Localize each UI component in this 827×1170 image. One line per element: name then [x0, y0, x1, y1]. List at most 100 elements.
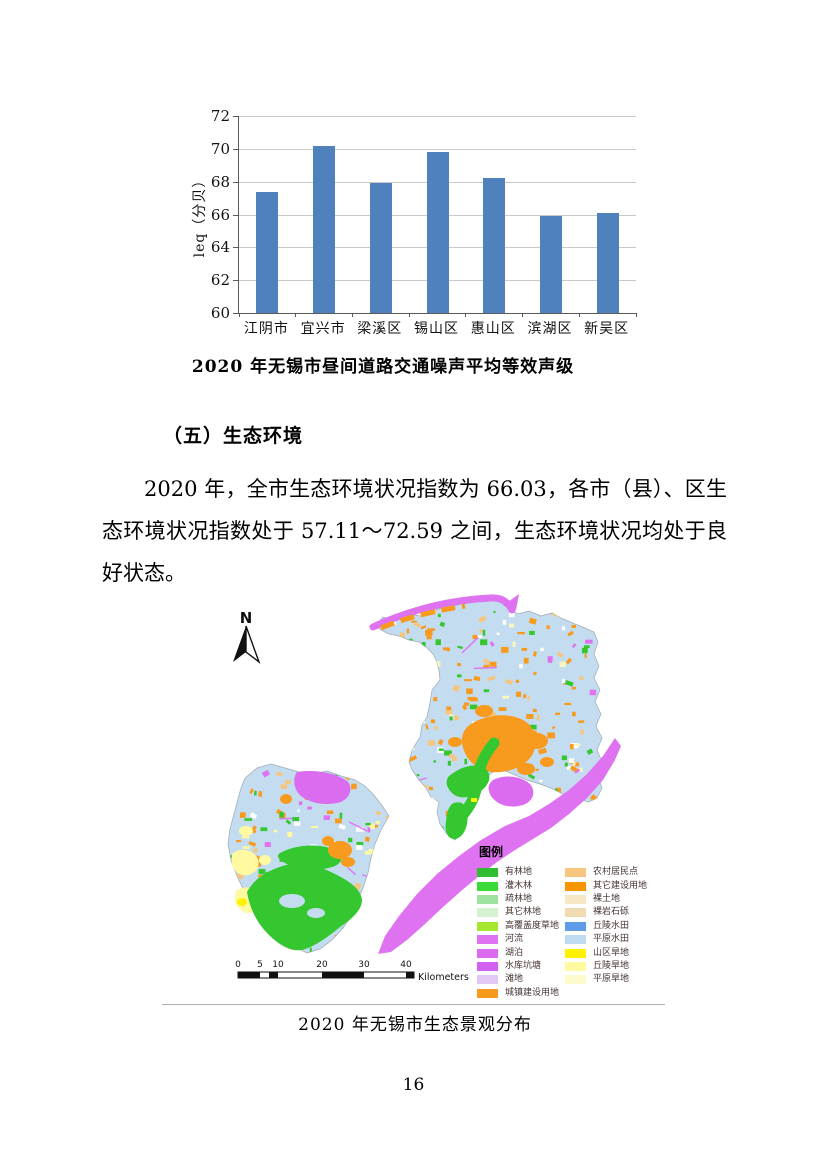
chart-bar: [483, 178, 506, 313]
legend-swatch: [477, 961, 498, 971]
map-urban-patch: [526, 733, 548, 749]
map-legend-column-left: 有林地 灌木林 疏林地 其它林地 高覆盖度草地 河流 湖泊 水库坑塘 滩地 城镇建设用地: [477, 866, 559, 1000]
chart-y-tickmark: [233, 280, 238, 282]
legend-label: 裸岩石砾: [593, 907, 630, 918]
chart-gridline: [239, 116, 636, 117]
scalebar-unit: Kilometers: [418, 972, 469, 983]
legend-swatch: [565, 935, 587, 945]
map-legend-title: 图例: [479, 845, 504, 859]
chart-y-tick-label: 68: [210, 172, 230, 191]
north-arrow-right-half: [245, 625, 261, 665]
north-arrow-label: N: [240, 609, 253, 627]
section-heading: （五）生态环境: [163, 425, 304, 447]
chart-x-tickmark: [408, 313, 410, 317]
map-urban-patch: [540, 757, 554, 767]
chart-x-category-label: 梁溪区: [357, 321, 403, 337]
legend-item: 平原旱地: [565, 973, 647, 986]
legend-swatch: [565, 894, 587, 904]
legend-item: 裸土地: [565, 893, 647, 906]
map-forest-band: [277, 845, 342, 870]
map-town-patch: [280, 794, 292, 804]
chart-y-tickmark: [233, 247, 238, 249]
map-yangtze-river-tip: [505, 594, 519, 610]
chart-x-category-label: 滨湖区: [527, 321, 573, 337]
legend-swatch: [565, 921, 587, 931]
legend-swatch: [477, 894, 498, 904]
map-yixing-urban: [328, 841, 352, 859]
map-taihu-lake: [378, 738, 621, 954]
map-legend-column-right: 农村居民点其它建设用地裸土地 裸岩石砾丘陵水田 平原水田山区旱地丘陵旱地平原旱地: [565, 866, 647, 1000]
chart-bar: [596, 212, 619, 313]
map-dryland-patch: [239, 826, 253, 836]
scalebar-tick: 40: [400, 960, 412, 970]
map-caption: 2020 年无锡市生态景观分布: [298, 1015, 532, 1035]
legend-item: 山区旱地: [565, 946, 647, 959]
legend-swatch: [477, 988, 498, 998]
chart-x-tickmark: [238, 313, 240, 317]
map-dryland-patch: [237, 898, 247, 906]
chart-y-tick-label: 60: [210, 304, 230, 322]
legend-swatch: [477, 908, 498, 918]
legend-swatch: [477, 975, 498, 985]
chart-gridline: [239, 148, 636, 150]
chart-x-tickmark: [635, 313, 637, 317]
noise-level-chart: 60 62 64 66 68 70 72 leq（分贝） 江阴市 宜兴市 梁溪区 锡山区 惠山区 滨湖…: [0, 0, 827, 400]
chart-y-tick-label: 72: [210, 107, 230, 125]
legend-item: 灌木林: [477, 879, 559, 892]
chart-x-category-label: 惠山区: [470, 321, 516, 337]
legend-item: 疏林地: [477, 893, 559, 906]
legend-label: 湖泊: [505, 947, 524, 958]
legend-item: 丘陵旱地: [565, 960, 647, 973]
map-lihu-lake: [488, 776, 534, 807]
legend-swatch: [565, 881, 587, 891]
legend-swatch: [565, 975, 587, 985]
legend-label: 农村居民点: [593, 867, 639, 878]
legend-label: 平原旱地: [593, 974, 630, 985]
chart-x-axis-labels: 江阴市 宜兴市 梁溪区 锡山区 惠山区 滨湖区 新吴区: [238, 318, 635, 338]
body-paragraph: 2020 年，全市生态环境状况指数为 66.03，各市（县）、区生态环境状况指数…: [102, 477, 727, 585]
legend-swatch: [477, 868, 498, 878]
legend-label: 山区旱地: [593, 947, 630, 958]
north-arrow: N: [233, 609, 261, 665]
legend-label: 水库坑塘: [505, 960, 542, 971]
chart-x-tickmark: [465, 313, 467, 317]
chart-y-tick-label: 62: [210, 271, 230, 290]
chart-y-tickmark: [233, 148, 238, 150]
map-forest-clearing: [279, 894, 305, 908]
legend-label: 丘陵旱地: [593, 960, 630, 971]
scalebar-tick: 30: [358, 960, 370, 970]
chart-y-axis-title: leq（分贝）: [192, 172, 208, 258]
legend-item: 河流: [477, 933, 559, 946]
legend-item: 丘陵水田: [565, 920, 647, 933]
map-urban-patch: [448, 737, 462, 747]
chart-plot-area: [233, 116, 637, 317]
chart-x-tickmark: [578, 313, 580, 317]
legend-label: 平原水田: [593, 934, 630, 945]
scalebar-tick: 20: [316, 960, 328, 970]
map-dryland-patch: [231, 849, 259, 876]
legend-item: 水库坑塘: [477, 960, 559, 973]
legend-item: 高覆盖度草地: [477, 920, 559, 933]
chart-y-tickmark: [233, 313, 238, 314]
map-scalebar: 0 5 10 20 30 40 Kilometers: [235, 960, 469, 983]
map-yixing-urban: [341, 857, 355, 867]
scalebar-segment: [238, 972, 260, 978]
legend-swatch: [565, 961, 587, 971]
scalebar-tick: 0: [235, 960, 241, 970]
map-yixing-urban: [322, 836, 334, 846]
legend-label: 高覆盖度草地: [505, 920, 560, 931]
legend-label: 灌木林: [505, 880, 533, 891]
map-dryland-fleck: [471, 798, 477, 802]
legend-item: 湖泊: [477, 946, 559, 959]
legend-label: 其它建设用地: [593, 880, 648, 891]
legend-swatch: [565, 908, 587, 918]
chart-caption: 2020 年无锡市昼间道路交通噪声平均等效声级: [191, 357, 575, 377]
legend-item: 平原水田: [565, 933, 647, 946]
map-forest-clearing: [307, 908, 325, 918]
legend-item: 裸岩石砾: [565, 906, 647, 919]
chart-bar: [426, 152, 449, 313]
chart-bar: [369, 183, 392, 313]
chart-x-tickmark: [351, 313, 353, 317]
legend-label: 疏林地: [505, 893, 533, 904]
chart-bar: [313, 145, 336, 313]
